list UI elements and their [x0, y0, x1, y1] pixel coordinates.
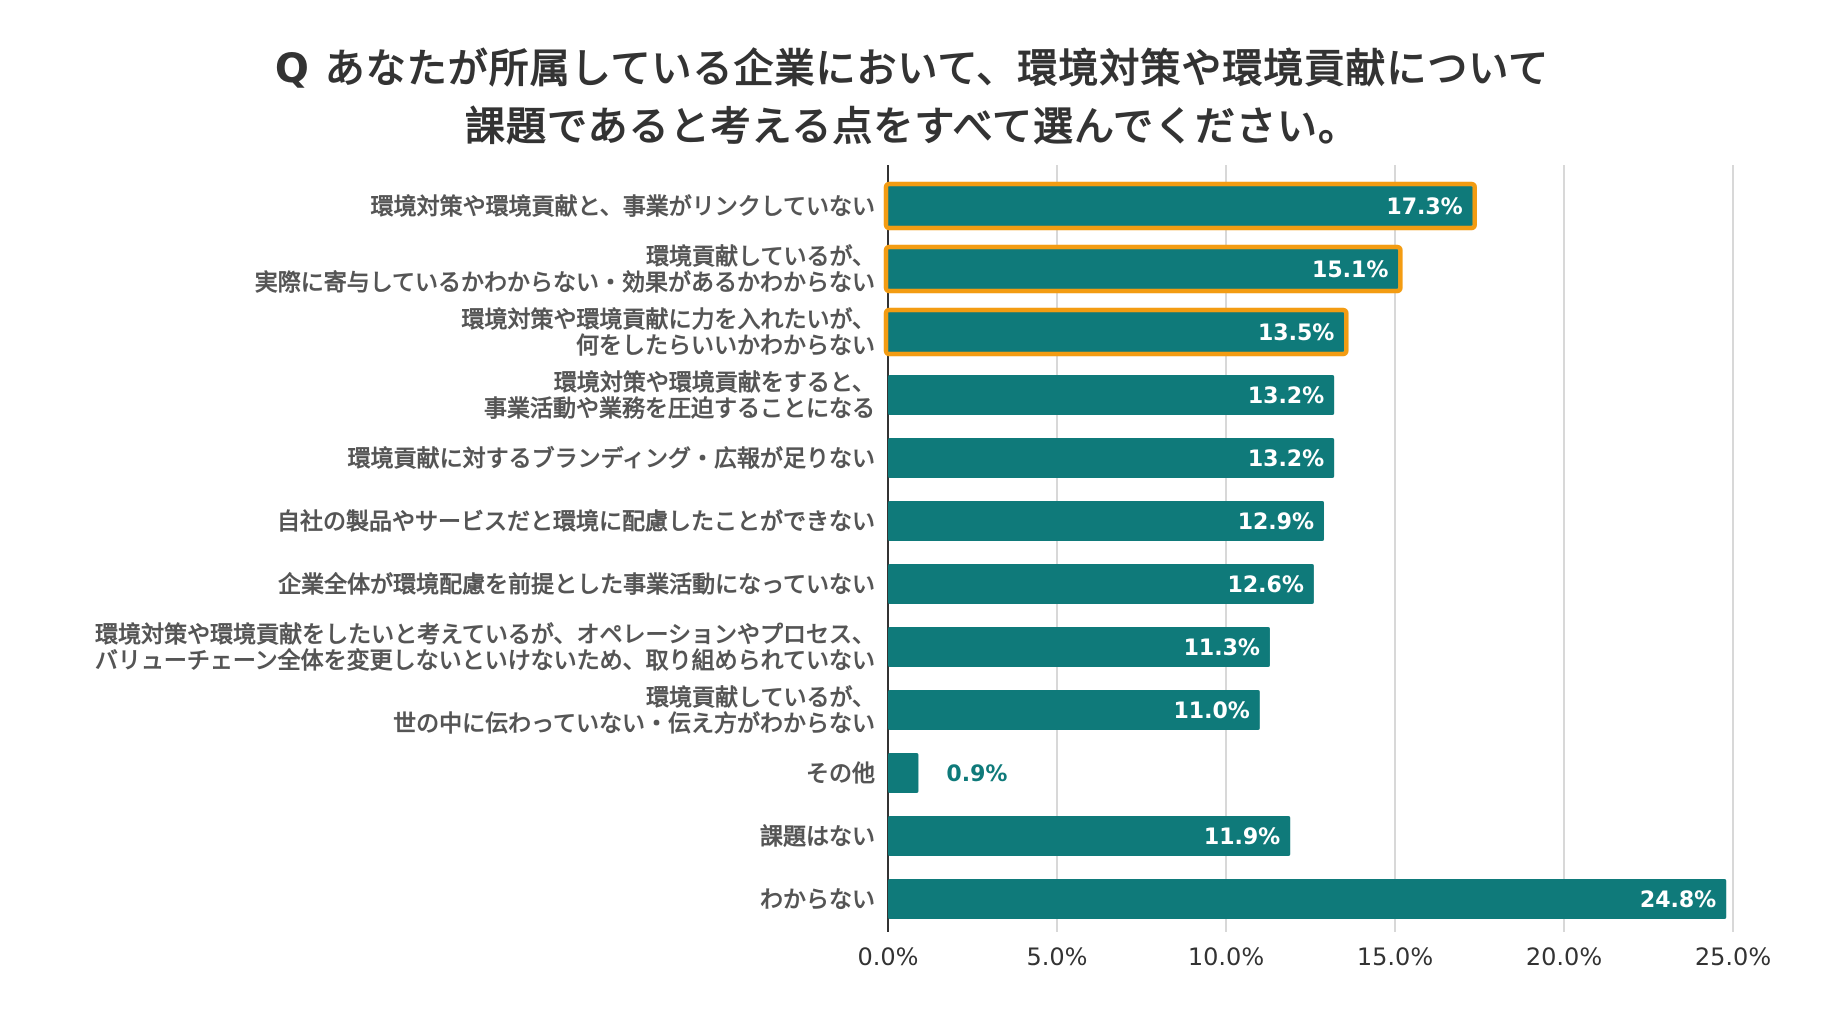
- labels: 17.3% 環境対策や環境貢献と、事業がリンクしていない 15.1% 環境貢献している…: [95, 193, 1716, 913]
- bar: [888, 186, 1473, 226]
- bar-value-label: 13.2%: [1248, 447, 1324, 472]
- highlight-outline: [883, 244, 1403, 294]
- x-axis-ticks: 0.0% 5.0% 10.0% 15.0% 20.0% 25.0%: [858, 943, 1772, 971]
- bar: [888, 690, 1260, 730]
- x-tick-label: 20.0%: [1526, 943, 1602, 971]
- bar-value-label: 24.8%: [1640, 888, 1716, 913]
- bar-value-label: 0.9%: [946, 762, 1007, 787]
- category-label: 課題はない: [760, 823, 875, 850]
- category-label: わからない: [760, 887, 875, 913]
- bar: [888, 753, 919, 793]
- category-label: 企業全体が環境配慮を前提とした事業活動になっていない: [277, 571, 875, 598]
- bar: [888, 564, 1314, 604]
- x-tick-label: 25.0%: [1695, 943, 1771, 971]
- x-tick-label: 10.0%: [1188, 943, 1264, 971]
- bar-value-label: 11.9%: [1204, 825, 1280, 850]
- x-tick-label: 0.0%: [858, 943, 919, 971]
- x-tick-label: 5.0%: [1027, 943, 1088, 971]
- chart-title-line-2: 課題であると考える点をすべて選んでください。: [465, 104, 1359, 150]
- bar: [888, 879, 1727, 919]
- bar-value-label: 17.3%: [1386, 195, 1462, 220]
- category-label: その他: [806, 761, 875, 787]
- category-label: 環境貢献に対するブランディング・広報が足りない: [348, 445, 875, 472]
- bar: [888, 627, 1270, 667]
- bar: [888, 438, 1335, 478]
- chart-title: Q あなたが所属している企業において、環境対策や環境貢献について 課題であると考…: [0, 40, 1824, 156]
- chart-title-line-1: Q あなたが所属している企業において、環境対策や環境貢献について: [274, 46, 1550, 92]
- category-label: 何をしたらいいかわからない: [576, 333, 875, 359]
- bar-value-label: 12.9%: [1238, 510, 1314, 535]
- category-label: 環境対策や環境貢献をすると、: [554, 369, 875, 396]
- category-label: 世の中に伝わっていない・伝え方がわからない: [393, 710, 875, 737]
- category-label: 環境対策や環境貢献と、事業がリンクしていない: [371, 193, 875, 220]
- bar: [888, 501, 1325, 541]
- category-label: 環境貢献しているが、: [646, 243, 875, 270]
- category-label: 環境対策や環境貢献に力を入れたいが、: [461, 306, 875, 333]
- x-tick-label: 15.0%: [1357, 943, 1433, 971]
- category-label: 実際に寄与しているかわからない・効果があるかわからない: [255, 269, 875, 296]
- bar-value-label: 13.5%: [1258, 321, 1334, 346]
- bar: [888, 312, 1345, 352]
- category-label: 環境対策や環境貢献をしたいと考えているが、オペレーションやプロセス、: [95, 621, 875, 648]
- category-label: 環境貢献しているが、: [646, 684, 875, 711]
- category-label: 自社の製品やサービスだと環境に配慮したことができない: [277, 508, 875, 535]
- category-label: バリューチェーン全体を変更しないといけないため、取り組められていない: [95, 647, 875, 674]
- bar: [888, 816, 1291, 856]
- bars: [883, 181, 1727, 919]
- bar-value-label: 15.1%: [1312, 258, 1388, 283]
- bar-value-label: 13.2%: [1248, 384, 1324, 409]
- bar: [888, 249, 1399, 289]
- bar-value-label: 12.6%: [1228, 573, 1304, 598]
- bar-value-label: 11.3%: [1184, 636, 1260, 661]
- highlight-outline: [883, 307, 1349, 357]
- category-label: 事業活動や業務を圧迫することになる: [484, 395, 875, 422]
- bar-value-label: 11.0%: [1173, 699, 1249, 724]
- highlight-outline: [883, 181, 1477, 231]
- bar: [888, 375, 1335, 415]
